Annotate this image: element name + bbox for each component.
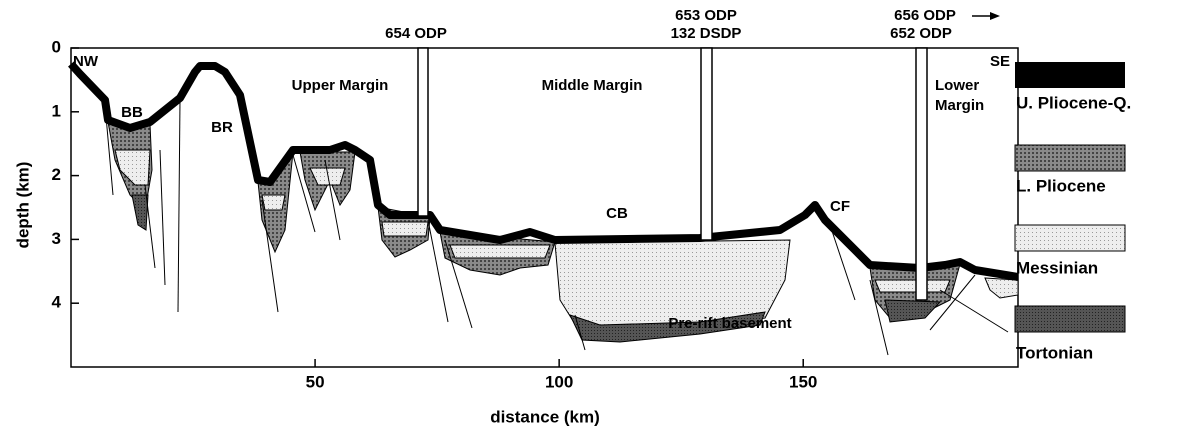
label: BB [121,104,143,121]
arrow [972,12,1000,20]
label: CF [830,198,850,215]
label: Lower [935,77,979,94]
label: Upper Margin [292,77,389,94]
x-tick-label: 50 [306,372,325,391]
legend-label: Messinian [1016,258,1098,277]
y-tick-label: 0 [52,37,61,56]
strata [107,121,1019,343]
boreholes [417,47,928,301]
legend-label: U. Pliocene-Q. [1016,93,1131,112]
faults [104,99,1009,356]
x-tick-label: 150 [789,372,817,391]
label: BR [211,119,233,136]
legend-label: Tortonian [1016,343,1093,362]
site-label: 654 ODP [385,25,447,42]
label: CB [606,205,628,222]
x-tick-label: 100 [545,372,573,391]
label: Margin [935,97,984,114]
site-label: 656 ODP [894,7,956,24]
y-tick-label: 2 [52,165,61,184]
site-label: 653 ODP [675,7,737,24]
x-axis-label: distance (km) [490,407,600,426]
plot-frame [70,47,1019,368]
label: Middle Margin [542,77,643,94]
legend: U. Pliocene-Q. L. Pliocene Messinian Tor… [1014,62,1131,362]
seafloor [68,61,1019,281]
y-axis-label: depth (km) [13,162,32,249]
label: SE [990,53,1010,70]
y-tick-label: 1 [52,101,61,120]
y-tick-label: 4 [52,293,62,312]
site-label: 652 ODP [890,25,952,42]
site-label: 132 DSDP [671,25,742,42]
label: NW [73,53,99,70]
label: Pre-rift basement [668,315,791,332]
legend-label: L. Pliocene [1016,176,1106,195]
y-tick-label: 3 [52,229,61,248]
